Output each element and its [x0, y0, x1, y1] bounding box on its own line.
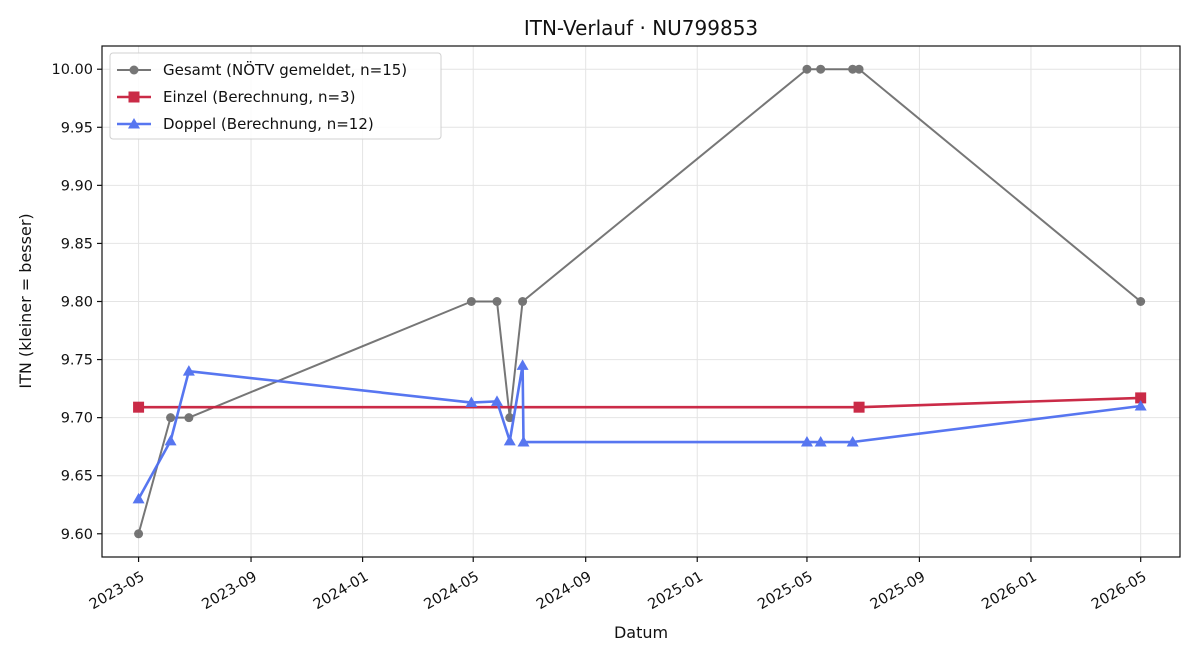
data-point: [164, 434, 177, 446]
data-point: [1134, 400, 1147, 411]
data-point: [465, 396, 478, 408]
legend-box: [109, 52, 442, 140]
y-axis-label: ITN (kleiner = besser): [16, 213, 35, 388]
x-tick-label: 2026-05: [1089, 569, 1149, 613]
y-axis: 9.60 9.65 9.70 9.75 9.80 9.85 9.90 9.95 10.00: [51, 62, 102, 543]
x-axis: 2023-05 2023-09 2024-01 2024-05 2024-09 2025-…: [87, 557, 1149, 613]
data-point: [166, 413, 176, 423]
series-triangle: [132, 359, 1147, 504]
data-point: [814, 436, 827, 447]
x-tick-label: 2024-01: [311, 569, 371, 613]
data-point: [853, 401, 865, 413]
series-layer: [132, 64, 1147, 539]
data-point: [848, 64, 858, 74]
chart-title: ITN-Verlauf · NU799853: [524, 16, 758, 40]
series-circle: [134, 64, 1146, 539]
data-point: [802, 64, 812, 74]
y-tick-label: 9.80: [61, 295, 93, 311]
y-tick-label: 9.95: [61, 120, 93, 136]
x-tick-label: 2026-01: [979, 569, 1039, 613]
x-tick-label: 2023-09: [199, 569, 259, 613]
data-point: [816, 64, 826, 74]
x-tick-label: 2023-05: [87, 569, 147, 613]
data-point: [466, 297, 476, 306]
data-point: [518, 297, 528, 306]
x-tick-label: 2024-09: [534, 569, 594, 613]
data-point: [517, 436, 530, 447]
y-tick-label: 9.75: [61, 353, 93, 369]
data-point: [132, 492, 145, 504]
data-point: [492, 297, 502, 306]
data-point: [846, 436, 859, 447]
y-tick-label: 9.90: [61, 178, 93, 194]
legend-item: [117, 91, 151, 103]
y-tick-label: 9.70: [61, 411, 93, 427]
data-point: [800, 436, 813, 447]
legend-label: Doppel (Berechnung, n=12): [163, 115, 374, 133]
legend-item: [117, 65, 151, 75]
x-tick-label: 2025-01: [646, 569, 706, 613]
legend-marker: [129, 65, 139, 75]
legend-marker: [128, 118, 140, 129]
series-square: [133, 392, 1147, 413]
data-point: [854, 64, 864, 74]
series-line: [137, 364, 1141, 500]
x-tick-label: 2025-05: [755, 569, 815, 613]
x-tick-label: 2025-09: [868, 569, 928, 613]
series-line: [138, 396, 1141, 409]
y-tick-label: 10.00: [51, 62, 93, 78]
legend-item: [117, 118, 151, 129]
x-axis-label: Datum: [614, 623, 668, 642]
data-point: [1135, 392, 1147, 404]
data-point: [516, 359, 529, 370]
legend-label: Gesamt (NÖTV gemeldet, n=15): [163, 60, 407, 79]
data-point: [1136, 297, 1146, 306]
y-tick-label: 9.60: [61, 527, 93, 543]
grid: [102, 46, 1180, 557]
data-point: [490, 395, 503, 406]
legend-label: Einzel (Berechnung, n=3): [163, 88, 355, 106]
x-tick-label: 2024-05: [422, 569, 482, 613]
data-point: [182, 365, 195, 376]
y-tick-label: 9.85: [61, 236, 93, 252]
legend-marker: [128, 91, 140, 103]
y-tick-label: 9.65: [61, 469, 93, 485]
data-point: [184, 413, 194, 423]
data-point: [133, 401, 145, 413]
data-point: [503, 434, 516, 446]
data-point: [134, 529, 144, 539]
legend: Gesamt (NÖTV gemeldet, n=15) Einzel (Bere…: [109, 52, 442, 140]
